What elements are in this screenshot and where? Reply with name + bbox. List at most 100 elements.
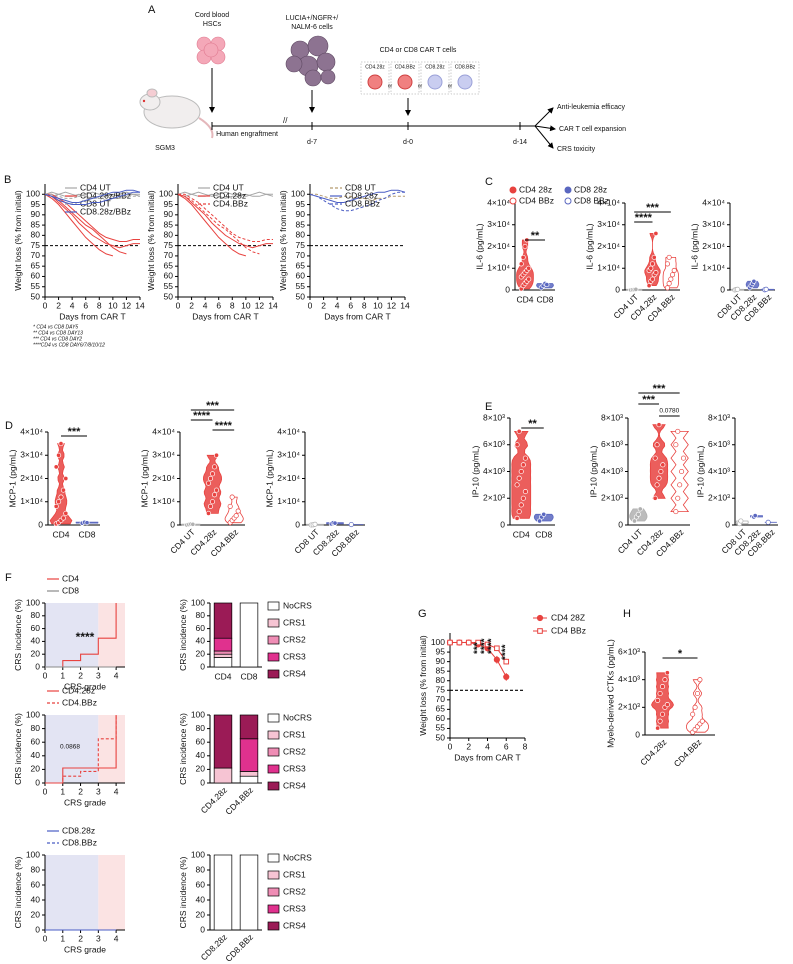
- data-point: [690, 711, 696, 717]
- x-tick-label: CD4: [214, 671, 231, 681]
- legend-swatch: [267, 921, 280, 931]
- data-point: [526, 276, 532, 282]
- y-tick-label: 0: [295, 519, 300, 529]
- y-tick-label: 2×10⁴: [702, 241, 725, 251]
- y-tick-label: 80: [31, 864, 41, 874]
- x-tick-label: 10: [108, 300, 118, 310]
- bar-segment: [239, 775, 259, 784]
- series-line: [44, 191, 140, 197]
- data-point: [734, 286, 741, 292]
- data-point: [516, 428, 522, 434]
- y-tick-label: 2×10⁴: [152, 473, 175, 483]
- y-tick-label: 1×10⁴: [487, 263, 510, 273]
- data-point: [516, 475, 522, 481]
- series-line: [45, 193, 140, 242]
- data-point: [60, 487, 66, 493]
- data-point: [655, 725, 661, 731]
- data-point: [213, 487, 220, 493]
- series-line: [44, 193, 140, 249]
- hsc-cells: [196, 36, 226, 65]
- data-point: [664, 702, 670, 708]
- bar-segment: [213, 602, 233, 639]
- y-tick-label: 40: [196, 636, 206, 646]
- bar-segment: [239, 602, 259, 668]
- y-tick-label: 80: [196, 723, 206, 733]
- legend-label: CD4 28Z: [551, 612, 585, 622]
- y-tick-label: 0: [200, 777, 205, 787]
- y-tick-label: 65: [164, 260, 174, 270]
- x-axis-label: CRS grade: [64, 797, 106, 807]
- day-label: d-7: [307, 139, 317, 146]
- data-point: [544, 282, 550, 288]
- x-tick-label: 0: [43, 786, 48, 796]
- y-tick-label: 8×10³: [601, 412, 623, 422]
- panel-label: E: [485, 401, 492, 413]
- y-axis-label: Weight loss (% from initial): [278, 190, 288, 291]
- series-line: [44, 189, 141, 203]
- x-tick-label: CD8: [240, 671, 257, 681]
- car-t-label: CD4 or CD8 CAR T cells: [380, 47, 457, 54]
- footnote: ** CD4 vs CD8 DAY13: [33, 330, 83, 336]
- data-point: [475, 639, 481, 646]
- y-tick-label: 20: [31, 648, 41, 658]
- x-tick-label: 12: [122, 300, 132, 310]
- violin: [202, 454, 223, 514]
- y-tick-label: 20: [196, 909, 206, 919]
- data-point: [680, 455, 687, 461]
- y-tick-label: 4×10³: [618, 674, 640, 684]
- series-line: [309, 191, 405, 212]
- y-axis-label: IL-6 (pg/mL): [689, 223, 699, 269]
- x-tick-label: 0: [43, 933, 48, 943]
- y-tick-label: 60: [31, 623, 41, 633]
- significance-label: **: [531, 230, 540, 242]
- y-tick-label: 20: [31, 764, 41, 774]
- mouse-label: SGM3: [155, 145, 175, 152]
- panel-label: C: [485, 176, 493, 188]
- y-tick-label: 60: [31, 271, 41, 281]
- data-point: [668, 276, 674, 282]
- y-tick-label: 20: [196, 764, 206, 774]
- significance-label: ****: [501, 644, 512, 660]
- y-tick-label: 0: [200, 924, 205, 934]
- data-point: [751, 278, 757, 284]
- x-tick-label: 2: [56, 300, 61, 310]
- data-point: [697, 677, 703, 683]
- y-tick-label: 70: [31, 250, 41, 260]
- x-tick-label: CD8.BBz: [223, 932, 255, 964]
- violin: [651, 672, 674, 729]
- data-point: [675, 495, 681, 501]
- significance-label: ***: [473, 642, 484, 654]
- legend-label: CD8.BBz: [345, 198, 380, 208]
- schematic: A Cord blood HSCs LUCIA+/NGFR+/ NALM-6 c…: [139, 4, 626, 153]
- x-tick-label: CD8: [536, 294, 553, 304]
- data-point: [213, 452, 220, 458]
- y-axis-label: MCP-1 (pg/mL): [264, 449, 274, 507]
- y-tick-label: 0: [615, 284, 620, 294]
- bar-segment: [239, 771, 259, 777]
- legend-marker: [509, 186, 517, 194]
- y-tick-label: 85: [436, 665, 446, 675]
- y-tick-label: 60: [196, 736, 206, 746]
- bar-segment: [213, 714, 233, 769]
- x-tick-label: CD4: [52, 529, 69, 539]
- data-point: [765, 519, 771, 525]
- x-tick-label: 4: [114, 933, 119, 943]
- x-tick-label: 1: [60, 786, 65, 796]
- legend-marker: [509, 197, 517, 205]
- data-point: [752, 513, 758, 519]
- y-tick-label: 3×10⁴: [20, 450, 43, 460]
- outcome: CAR T cell expansion: [559, 126, 626, 133]
- arrow: [534, 125, 554, 149]
- y-tick-label: 4×10⁴: [277, 426, 300, 436]
- car-cell: [457, 74, 473, 90]
- data-point: [637, 506, 643, 512]
- data-point: [648, 265, 654, 271]
- data-point: [332, 520, 338, 526]
- data-point: [205, 480, 212, 486]
- legend-label: CD8 UT: [345, 182, 376, 192]
- legend-label: CRS1: [283, 869, 306, 879]
- panel-label: A: [148, 4, 156, 16]
- or-label: or: [448, 83, 453, 89]
- y-axis-label: CRS incidence (%): [13, 713, 23, 785]
